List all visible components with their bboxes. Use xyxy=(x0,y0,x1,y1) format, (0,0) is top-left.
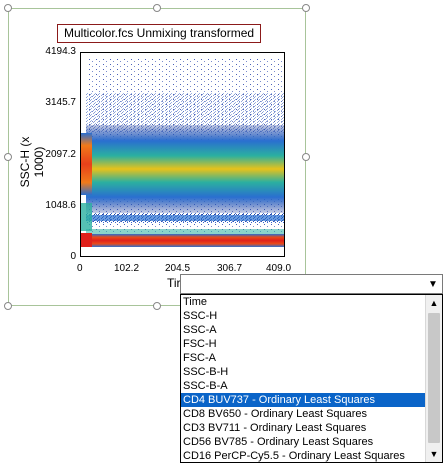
resize-handle-bottom[interactable] xyxy=(153,302,161,310)
y-tick-label: 2097.2 xyxy=(45,149,76,160)
list-item[interactable]: FSC-A xyxy=(183,352,216,364)
list-item[interactable]: SSC-B-H xyxy=(183,366,229,378)
scroll-down-icon[interactable]: ▼ xyxy=(426,446,442,462)
density-plot-graphic xyxy=(81,58,284,248)
list-item-selected[interactable]: CD4 BUV737 - Ordinary Least Squares xyxy=(181,393,426,407)
list-item[interactable]: SSC-A xyxy=(183,324,217,336)
list-item[interactable]: SSC-H xyxy=(183,310,218,322)
plot-title[interactable]: Multicolor.fcs Unmixing transformed xyxy=(57,24,262,43)
y-tick-label: 4194.3 xyxy=(45,46,76,57)
parameter-dropdown-list[interactable]: Time SSC-H SSC-A FSC-H FSC-A SSC-B-H SSC… xyxy=(180,294,443,463)
y-axis-title[interactable]: SSC-H (x 1000) xyxy=(18,136,46,188)
density-plot[interactable] xyxy=(80,52,285,257)
x-tick-label: 102.2 xyxy=(114,263,140,274)
resize-handle-top[interactable] xyxy=(153,4,161,12)
parameter-combobox[interactable]: ▼ xyxy=(180,274,443,294)
list-item[interactable]: CD3 BV711 - Ordinary Least Squares xyxy=(183,422,367,434)
list-item[interactable]: CD8 BV650 - Ordinary Least Squares xyxy=(183,408,368,420)
y-tick-label: 3145.7 xyxy=(45,97,76,108)
vertical-scrollbar[interactable]: ▲ ▼ xyxy=(425,295,442,462)
scroll-up-icon[interactable]: ▲ xyxy=(426,295,442,311)
scrollbar-thumb[interactable] xyxy=(428,313,440,443)
chevron-down-icon[interactable]: ▼ xyxy=(428,278,438,290)
x-tick-label: 306.7 xyxy=(217,263,243,274)
x-axis-title[interactable]: Tir xyxy=(167,276,181,290)
list-item[interactable]: Time xyxy=(183,296,208,308)
resize-handle-right[interactable] xyxy=(302,153,310,161)
x-tick-label: 0 xyxy=(77,263,83,274)
x-tick-label: 204.5 xyxy=(165,263,191,274)
list-item[interactable]: FSC-H xyxy=(183,338,217,350)
resize-handle-top-right[interactable] xyxy=(302,4,310,12)
y-tick-label: 1048.6 xyxy=(45,200,76,211)
list-item[interactable]: SSC-B-A xyxy=(183,380,228,392)
x-tick-label: 409.0 xyxy=(266,263,292,274)
list-item[interactable]: CD56 BV785 - Ordinary Least Squares xyxy=(183,436,374,448)
option-list: Time SSC-H SSC-A FSC-H FSC-A SSC-B-H SSC… xyxy=(181,295,426,462)
resize-handle-bottom-left[interactable] xyxy=(4,302,12,310)
resize-handle-left[interactable] xyxy=(4,153,12,161)
y-tick-label: 0 xyxy=(70,251,76,262)
resize-handle-top-left[interactable] xyxy=(4,4,12,12)
list-item[interactable]: CD16 PerCP-Cy5.5 - Ordinary Least Square… xyxy=(183,450,405,462)
